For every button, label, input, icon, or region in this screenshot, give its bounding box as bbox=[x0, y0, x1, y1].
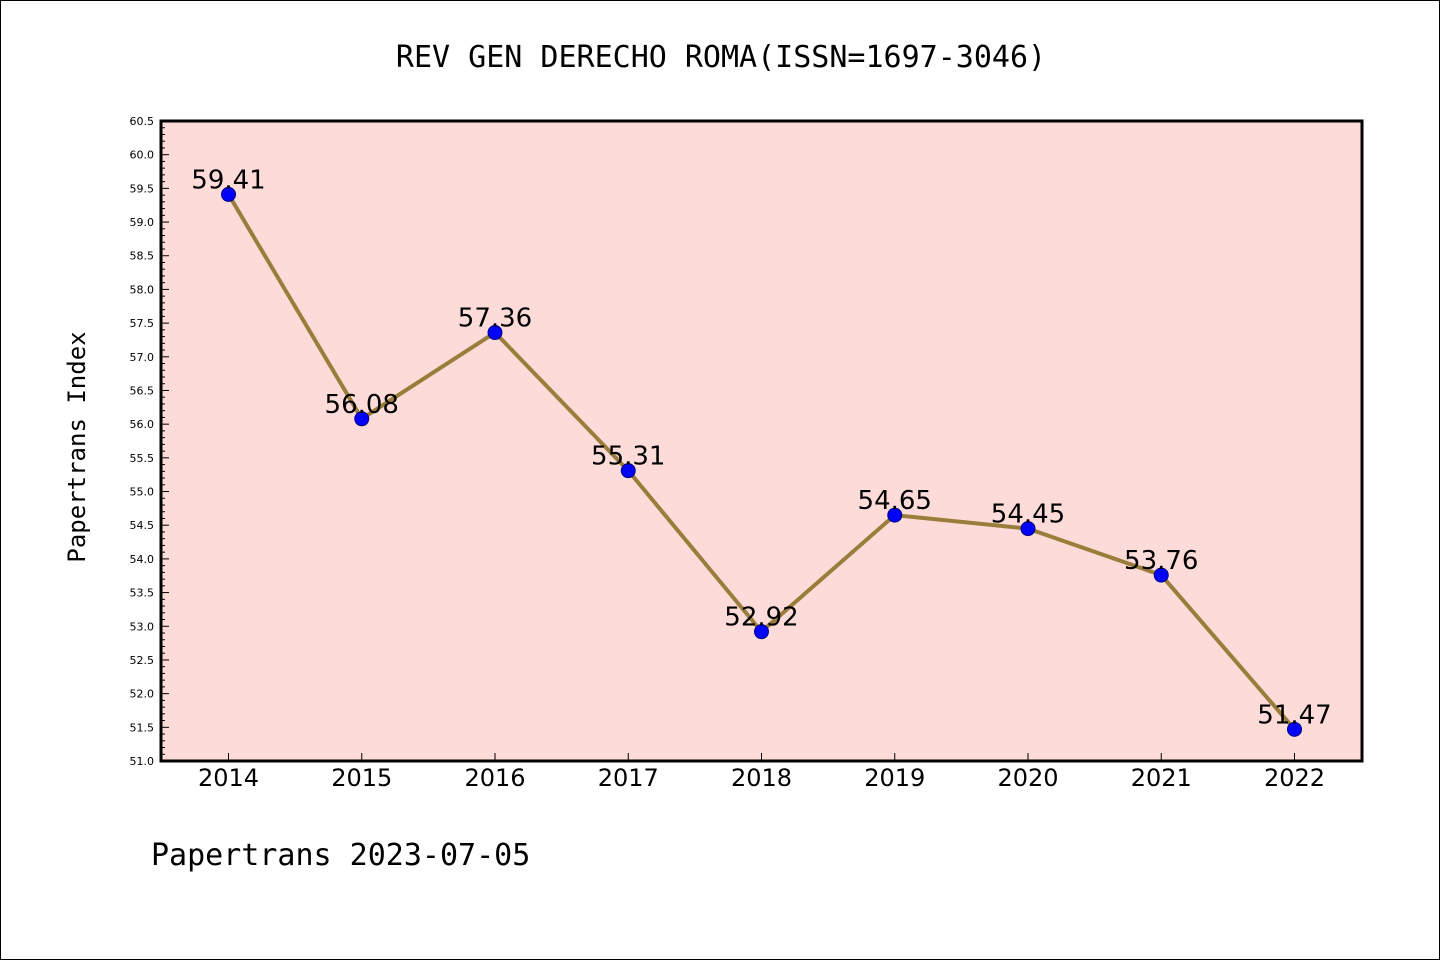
x-tick-label: 2015 bbox=[331, 764, 392, 792]
x-tick-label: 2014 bbox=[198, 764, 259, 792]
y-tick-label: 59.5 bbox=[130, 182, 155, 195]
data-point bbox=[1287, 721, 1302, 737]
plot-frame bbox=[159, 119, 1364, 763]
footer-text: Papertrans 2023-07-05 bbox=[151, 838, 530, 873]
data-markers bbox=[221, 186, 1302, 737]
y-tick-label: 53.5 bbox=[130, 587, 155, 600]
y-tick-label: 53.0 bbox=[130, 620, 155, 633]
chart-title: REV GEN DERECHO ROMA(ISSN=1697-3046) bbox=[396, 40, 1046, 75]
y-axis-label: Papertrans Index bbox=[63, 331, 91, 562]
y-tick-label: 57.0 bbox=[130, 351, 155, 364]
x-tick-label: 2021 bbox=[1131, 764, 1192, 792]
data-label: 56.08 bbox=[325, 390, 399, 420]
y-tick-label: 55.0 bbox=[130, 486, 155, 499]
data-label: 54.45 bbox=[991, 500, 1065, 530]
data-label: 52.92 bbox=[724, 603, 798, 633]
data-label: 53.76 bbox=[1124, 546, 1198, 576]
y-tick-label: 55.5 bbox=[130, 452, 155, 465]
x-tick-label: 2017 bbox=[598, 764, 659, 792]
y-tick-label: 59.0 bbox=[130, 216, 155, 229]
y-tick-label: 54.5 bbox=[130, 519, 155, 532]
y-tick-label: 52.0 bbox=[130, 688, 155, 701]
data-point bbox=[620, 463, 636, 479]
y-tick-label: 56.5 bbox=[130, 384, 155, 397]
data-point bbox=[221, 186, 236, 202]
data-label: 59.41 bbox=[191, 165, 265, 195]
y-tick-label: 58.0 bbox=[130, 283, 155, 296]
data-point bbox=[1020, 521, 1036, 537]
x-tick-label: 2020 bbox=[997, 764, 1058, 792]
data-label: 55.31 bbox=[591, 442, 665, 472]
y-tick-label: 60.5 bbox=[130, 115, 155, 128]
x-tick-label: 2018 bbox=[731, 764, 792, 792]
y-tick-label: 51.0 bbox=[130, 755, 155, 768]
data-labels: 59.41 56.08 57.36 55.31 52.92 54.65 54.45 53.76… bbox=[191, 165, 1331, 730]
y-tick-label: 57.5 bbox=[130, 317, 155, 330]
data-point bbox=[887, 507, 903, 523]
data-label: 51.47 bbox=[1257, 700, 1331, 730]
data-point bbox=[1153, 567, 1169, 583]
x-tick-label: 2022 bbox=[1264, 764, 1325, 792]
data-label: 54.65 bbox=[858, 486, 932, 516]
y-tick-label: 60.0 bbox=[130, 149, 155, 162]
plot-area bbox=[161, 121, 1362, 761]
data-label: 57.36 bbox=[458, 304, 532, 334]
data-point bbox=[354, 411, 370, 427]
y-tick-label: 58.5 bbox=[130, 250, 155, 263]
y-tick-label: 56.0 bbox=[130, 418, 155, 431]
y-tick-label: 51.5 bbox=[130, 721, 155, 734]
y-tick-label: 54.0 bbox=[130, 553, 155, 566]
x-tick-label: 2016 bbox=[464, 764, 525, 792]
x-axis-ticks: 2014 2015 2016 2017 2018 2019 2020 2021 2022 bbox=[198, 753, 1325, 792]
data-point bbox=[487, 325, 503, 341]
x-tick-label: 2019 bbox=[864, 764, 925, 792]
data-point bbox=[754, 624, 769, 640]
y-tick-label: 52.5 bbox=[130, 654, 155, 667]
